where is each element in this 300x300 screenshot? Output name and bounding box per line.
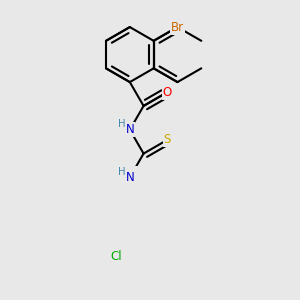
Text: S: S <box>164 133 171 146</box>
Text: N: N <box>125 171 134 184</box>
Text: H: H <box>118 119 125 129</box>
Text: N: N <box>125 123 134 136</box>
Text: H: H <box>118 167 125 177</box>
Text: Cl: Cl <box>110 250 122 263</box>
Text: Br: Br <box>171 21 184 34</box>
Text: O: O <box>163 86 172 99</box>
